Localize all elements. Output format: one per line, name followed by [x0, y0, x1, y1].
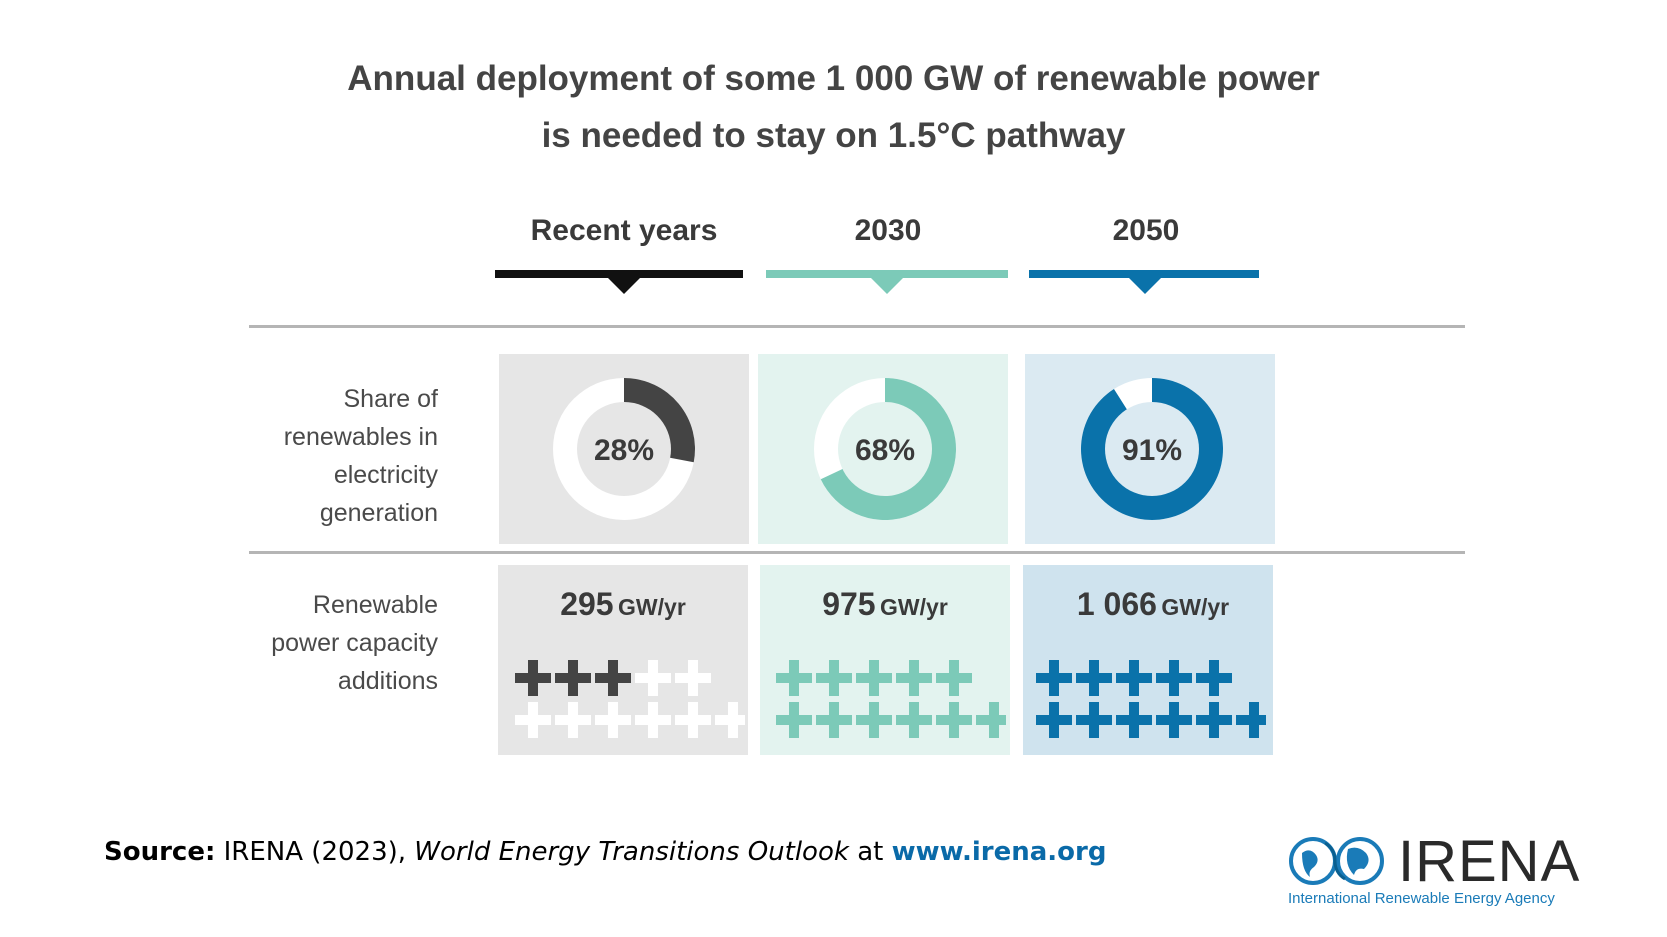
donut-chart-recent: 28%	[553, 378, 695, 520]
divider-middle	[249, 551, 1465, 554]
row-label-capacity-line: power capacity	[271, 629, 438, 657]
capacity-number: 975	[822, 586, 876, 622]
pictogram-cross	[776, 702, 812, 738]
pictogram-cross	[675, 660, 711, 696]
donut-hole	[838, 402, 932, 496]
chart-title: Annual deployment of some 1 000 GW of re…	[0, 50, 1667, 164]
pictogram-cross	[856, 660, 892, 696]
capacity-value-2050: 1 066 GW/yr	[1023, 586, 1283, 623]
pictogram-2050	[1036, 660, 1266, 738]
pictogram-cross	[1116, 702, 1152, 738]
source-label: Source:	[104, 837, 216, 867]
title-line-2: is needed to stay on 1.5°C pathway	[541, 116, 1126, 155]
donut-hole	[577, 402, 671, 496]
logo-name: IRENA	[1398, 829, 1581, 894]
pictogram-cross	[896, 660, 932, 696]
row-label-share-line: Share of	[343, 385, 438, 413]
pictogram-cross	[555, 702, 591, 738]
source-link[interactable]: www.irena.org	[891, 837, 1107, 867]
column-notch-recent	[607, 277, 641, 294]
column-bar-recent	[495, 270, 743, 278]
row-label-capacity-line: Renewable	[312, 591, 438, 619]
capacity-unit: GW/yr	[880, 594, 948, 620]
pictogram-cross	[515, 660, 551, 696]
pictogram-cross	[715, 702, 745, 738]
irena-globe-logo-icon	[1289, 837, 1384, 885]
pictogram-cross	[595, 660, 631, 696]
pictogram-cross	[1196, 660, 1232, 696]
capacity-value-recent: 295 GW/yr	[498, 586, 748, 623]
pictogram-cross	[1036, 660, 1072, 696]
pictogram-cross	[675, 702, 711, 738]
column-header-2030: 2030	[854, 214, 922, 247]
donut-chart-2030: 68%	[814, 378, 956, 520]
capacity-number: 295	[560, 586, 614, 622]
capacity-value-2030: 975 GW/yr	[760, 586, 1010, 623]
capacity-unit: GW/yr	[618, 594, 686, 620]
row-label-share-line: generation	[319, 499, 438, 527]
pictogram-cross	[896, 702, 932, 738]
column-notch-2050	[1128, 277, 1162, 294]
row-label-share-line: electricity	[333, 461, 438, 489]
row-label-capacity-line: additions	[337, 667, 438, 695]
row-label-share: Share of renewables in electricity gener…	[138, 380, 438, 532]
pictogram-cross	[816, 660, 852, 696]
logo-subtitle: International Renewable Energy Agency	[1288, 890, 1555, 907]
title-line-1: Annual deployment of some 1 000 GW of re…	[347, 59, 1320, 98]
donut-label: 68%	[855, 434, 915, 467]
pictogram-cross	[936, 702, 972, 738]
donut-hole	[1105, 402, 1199, 496]
pictogram-cross	[1156, 702, 1192, 738]
divider-top	[249, 325, 1465, 328]
donut-chart-2050: 91%	[1081, 378, 1223, 520]
pictogram-cross	[1196, 702, 1232, 738]
donut-label: 91%	[1122, 434, 1182, 467]
column-bar-2030	[766, 270, 1008, 278]
pictogram-cross	[555, 660, 591, 696]
row-label-share-line: renewables in	[283, 423, 438, 451]
donut-label: 28%	[594, 434, 654, 467]
column-header-2050: 2050	[1112, 214, 1180, 247]
source-note: Source: IRENA (2023), World Energy Trans…	[104, 837, 1106, 867]
source-at: at	[857, 837, 884, 867]
pictogram-cross	[1076, 660, 1112, 696]
pictogram-cross	[856, 702, 892, 738]
column-notch-2030	[870, 277, 904, 294]
pictogram-cross	[776, 660, 812, 696]
source-text: IRENA (2023),	[223, 837, 407, 867]
pictogram-cross	[1076, 702, 1112, 738]
pictogram-cross	[595, 702, 631, 738]
row-label-capacity: Renewable power capacity additions	[138, 586, 438, 700]
pictogram-cross	[635, 702, 671, 738]
pictogram-cross	[936, 660, 972, 696]
column-bar-2050	[1029, 270, 1259, 278]
pictogram-cross	[1236, 702, 1266, 738]
capacity-number: 1 066	[1076, 586, 1157, 622]
source-publication: World Energy Transitions Outlook	[414, 837, 849, 867]
pictogram-2030	[776, 660, 1006, 738]
capacity-unit: GW/yr	[1161, 594, 1230, 620]
pictogram-cross	[1036, 702, 1072, 738]
pictogram-cross	[976, 702, 1006, 738]
column-header-recent: Recent years	[530, 214, 718, 247]
pictogram-cross	[635, 660, 671, 696]
pictogram-cross	[1156, 660, 1192, 696]
pictogram-cross	[816, 702, 852, 738]
pictogram-cross	[515, 702, 551, 738]
pictogram-cross	[1116, 660, 1152, 696]
pictogram-recent	[515, 660, 745, 738]
